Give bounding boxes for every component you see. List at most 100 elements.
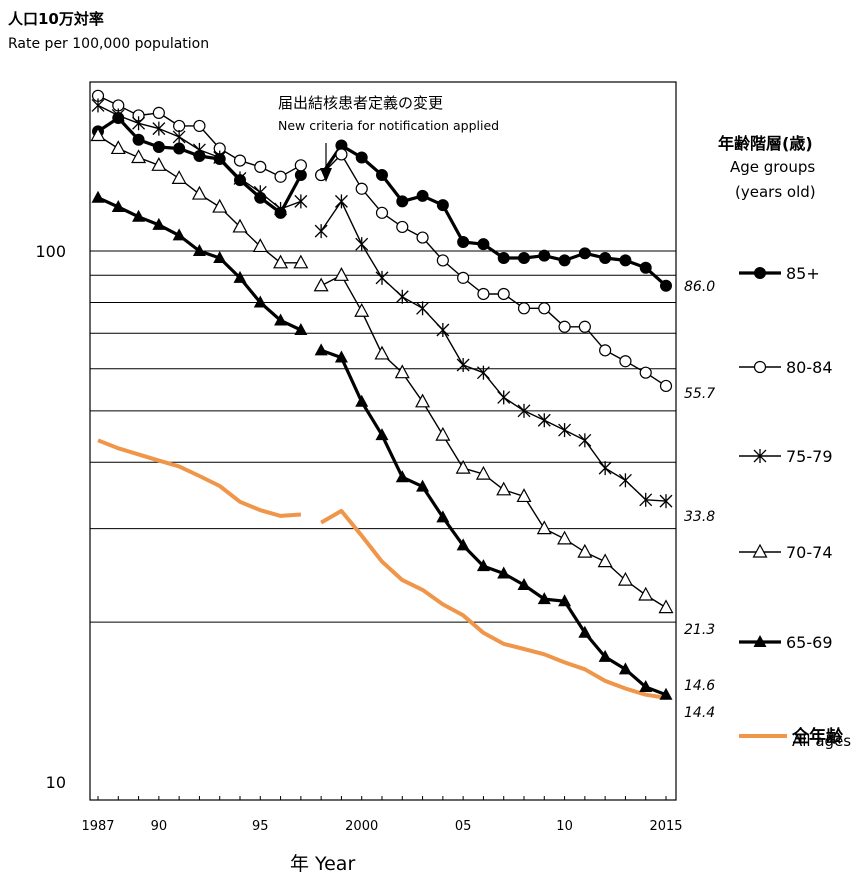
marker-shape <box>497 252 510 265</box>
marker-shape <box>213 251 227 264</box>
data-point <box>233 154 247 167</box>
data-point <box>274 201 288 216</box>
data-point <box>294 159 307 172</box>
marker-shape <box>355 394 369 407</box>
data-point <box>497 287 510 301</box>
data-point <box>192 142 206 157</box>
marker-shape <box>476 559 490 572</box>
marker-shape <box>110 140 126 155</box>
data-point <box>132 209 146 222</box>
data-point <box>619 254 632 267</box>
series-85 <box>92 112 672 292</box>
data-point <box>395 289 409 304</box>
data-point <box>477 287 490 301</box>
marker-shape <box>536 520 552 535</box>
marker-shape <box>191 185 207 200</box>
marker-shape <box>233 154 247 167</box>
legend-marker <box>754 267 766 279</box>
data-point <box>91 190 105 203</box>
series-8084 <box>91 89 673 393</box>
data-point <box>172 129 186 144</box>
marker-shape <box>396 195 409 208</box>
marker-shape <box>639 679 653 692</box>
marker-shape <box>293 254 309 269</box>
marker-shape <box>436 199 449 212</box>
marker-shape <box>753 635 767 647</box>
marker-shape <box>394 364 410 379</box>
marker-shape <box>212 198 228 213</box>
annotation-text-en: New criteria for notification applied <box>278 118 500 133</box>
marker-shape <box>638 586 654 601</box>
series-line <box>97 438 302 518</box>
marker-shape <box>457 271 470 284</box>
legend-entry: 全年齢 <box>739 726 844 747</box>
legend-label: 80-84 <box>786 358 833 377</box>
marker-shape <box>558 254 571 267</box>
data-point <box>558 254 571 267</box>
marker-shape <box>557 530 573 545</box>
series-line <box>320 200 667 502</box>
legend: 85+ 80-84 75-79 70-74 65-69 全年齢 <box>739 264 844 747</box>
legend-marker <box>753 449 767 463</box>
axes: 100 10 1987 90 95 2000 05 10 2015 <box>35 81 683 834</box>
marker-shape <box>435 426 451 441</box>
marker-shape <box>172 228 186 241</box>
marker-shape <box>416 189 429 202</box>
legend-label: 85+ <box>786 264 820 283</box>
marker-shape <box>416 231 429 244</box>
plot-frame <box>89 81 677 801</box>
data-point <box>131 149 147 164</box>
data-point <box>396 195 409 208</box>
data-point <box>171 170 187 185</box>
data-point <box>659 687 673 700</box>
marker-shape <box>639 366 652 379</box>
data-point <box>293 254 309 269</box>
x-tick-label: 1987 <box>81 819 114 834</box>
data-point <box>273 254 289 269</box>
data-point <box>638 586 654 601</box>
data-point <box>416 189 429 202</box>
data-point <box>253 295 267 308</box>
data-point <box>435 426 451 441</box>
data-point <box>538 302 551 315</box>
data-point <box>335 148 348 161</box>
data-point <box>354 303 370 317</box>
marker-shape <box>599 344 612 357</box>
marker-shape <box>355 182 368 195</box>
data-point <box>374 345 390 360</box>
marker-shape <box>497 287 510 301</box>
marker-shape <box>173 119 186 133</box>
marker-shape <box>171 170 187 185</box>
value-labels: 86.0 55.7 33.8 21.3 14.6 14.4 <box>684 279 715 721</box>
data-point <box>659 379 673 393</box>
marker-shape <box>376 169 388 182</box>
data-point <box>91 98 105 113</box>
data-point <box>436 510 450 523</box>
data-point <box>394 364 410 379</box>
data-point <box>517 302 531 315</box>
marker-shape <box>598 649 612 662</box>
marker-shape <box>173 142 186 155</box>
data-point <box>416 231 429 244</box>
data-point <box>232 218 248 233</box>
data-point <box>314 224 328 239</box>
marker-shape <box>415 393 431 408</box>
data-point <box>477 238 490 251</box>
series-7579 <box>91 98 673 509</box>
x-tick-label: 10 <box>556 819 573 834</box>
marker-shape <box>436 254 449 267</box>
series-line <box>320 348 667 697</box>
marker-shape <box>538 302 551 315</box>
data-point <box>497 252 510 265</box>
data-point <box>517 577 531 590</box>
data-point <box>558 594 572 607</box>
legend-title-unit: (years old) <box>735 183 816 201</box>
data-point <box>599 344 612 357</box>
marker-shape <box>639 261 652 274</box>
series-line <box>320 274 667 609</box>
legend-entry: 75-79 <box>739 447 833 466</box>
marker-shape <box>457 235 470 248</box>
data-point <box>518 252 530 265</box>
y-tick-label: 10 <box>46 773 66 792</box>
